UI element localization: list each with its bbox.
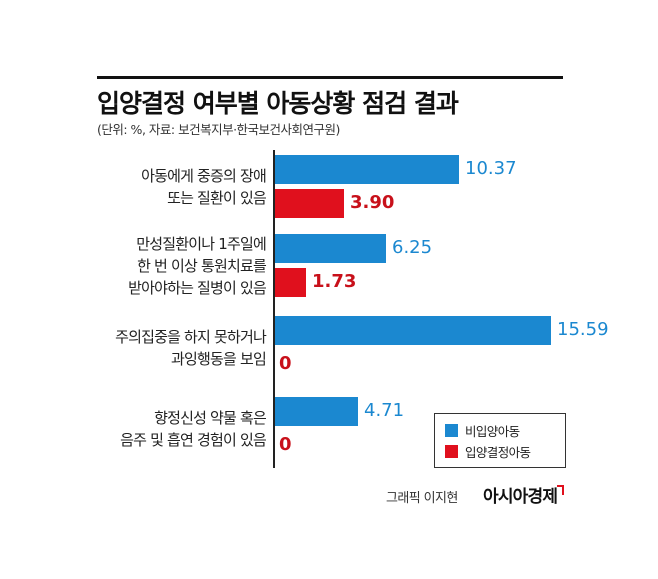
brand-logo: 아시아경제 — [483, 487, 558, 507]
category-axis-line — [273, 150, 275, 468]
category-label-line: 주의집중을 하지 못하거나 — [115, 327, 267, 346]
category-label-line: 받아야하는 질병이 있음 — [128, 278, 267, 297]
value-label-nonadopt-2: 6.25 — [392, 237, 433, 258]
category-label-line: 아동에게 중증의 장애 — [141, 166, 267, 185]
value-label-adopt-1: 3.90 — [350, 192, 395, 213]
value-label-nonadopt-3: 15.59 — [557, 319, 609, 340]
value-label-adopt-2: 1.73 — [312, 271, 357, 292]
chart-title: 입양결정 여부별 아동상황 점검 결과 — [97, 89, 459, 118]
legend: 비입양아동 입양결정아동 — [434, 413, 566, 468]
category-label-line: 향정신성 약물 혹은 — [154, 408, 267, 427]
bar-nonadopt-3 — [275, 316, 551, 345]
legend-swatch-nonadopt — [445, 423, 458, 437]
value-label-adopt-3: 0 — [279, 353, 292, 374]
bar-nonadopt-2 — [275, 234, 386, 263]
value-label-nonadopt-1: 10.37 — [465, 158, 517, 179]
bar-nonadopt-4 — [275, 397, 358, 426]
chart-subtitle: (단위: %, 자료: 보건복지부·한국보건사회연구원) — [97, 122, 340, 137]
legend-label-adopt: 입양결정아동 — [465, 444, 531, 460]
category-label-line: 만성질환이나 1주일에 — [136, 234, 267, 253]
category-label-line: 음주 및 흡연 경험이 있음 — [120, 430, 267, 449]
graphic-credit: 그래픽 이지현 — [386, 491, 458, 506]
legend-item-adopt: 입양결정아동 — [445, 441, 531, 461]
category-label-line: 한 번 이상 통원치료를 — [137, 256, 267, 275]
legend-label-nonadopt: 비입양아동 — [465, 423, 520, 439]
brand-mark-icon — [557, 485, 564, 495]
value-label-adopt-4: 0 — [279, 434, 292, 455]
category-label-line: 과잉행동을 보임 — [171, 349, 267, 368]
bar-nonadopt-1 — [275, 155, 459, 184]
legend-item-nonadopt: 비입양아동 — [445, 420, 520, 440]
bar-adopt-1 — [275, 189, 344, 218]
top-rule — [97, 76, 563, 79]
category-label-line: 또는 질환이 있음 — [167, 188, 267, 207]
legend-swatch-adopt — [445, 444, 458, 458]
value-label-nonadopt-4: 4.71 — [364, 400, 405, 421]
bar-adopt-2 — [275, 268, 306, 297]
